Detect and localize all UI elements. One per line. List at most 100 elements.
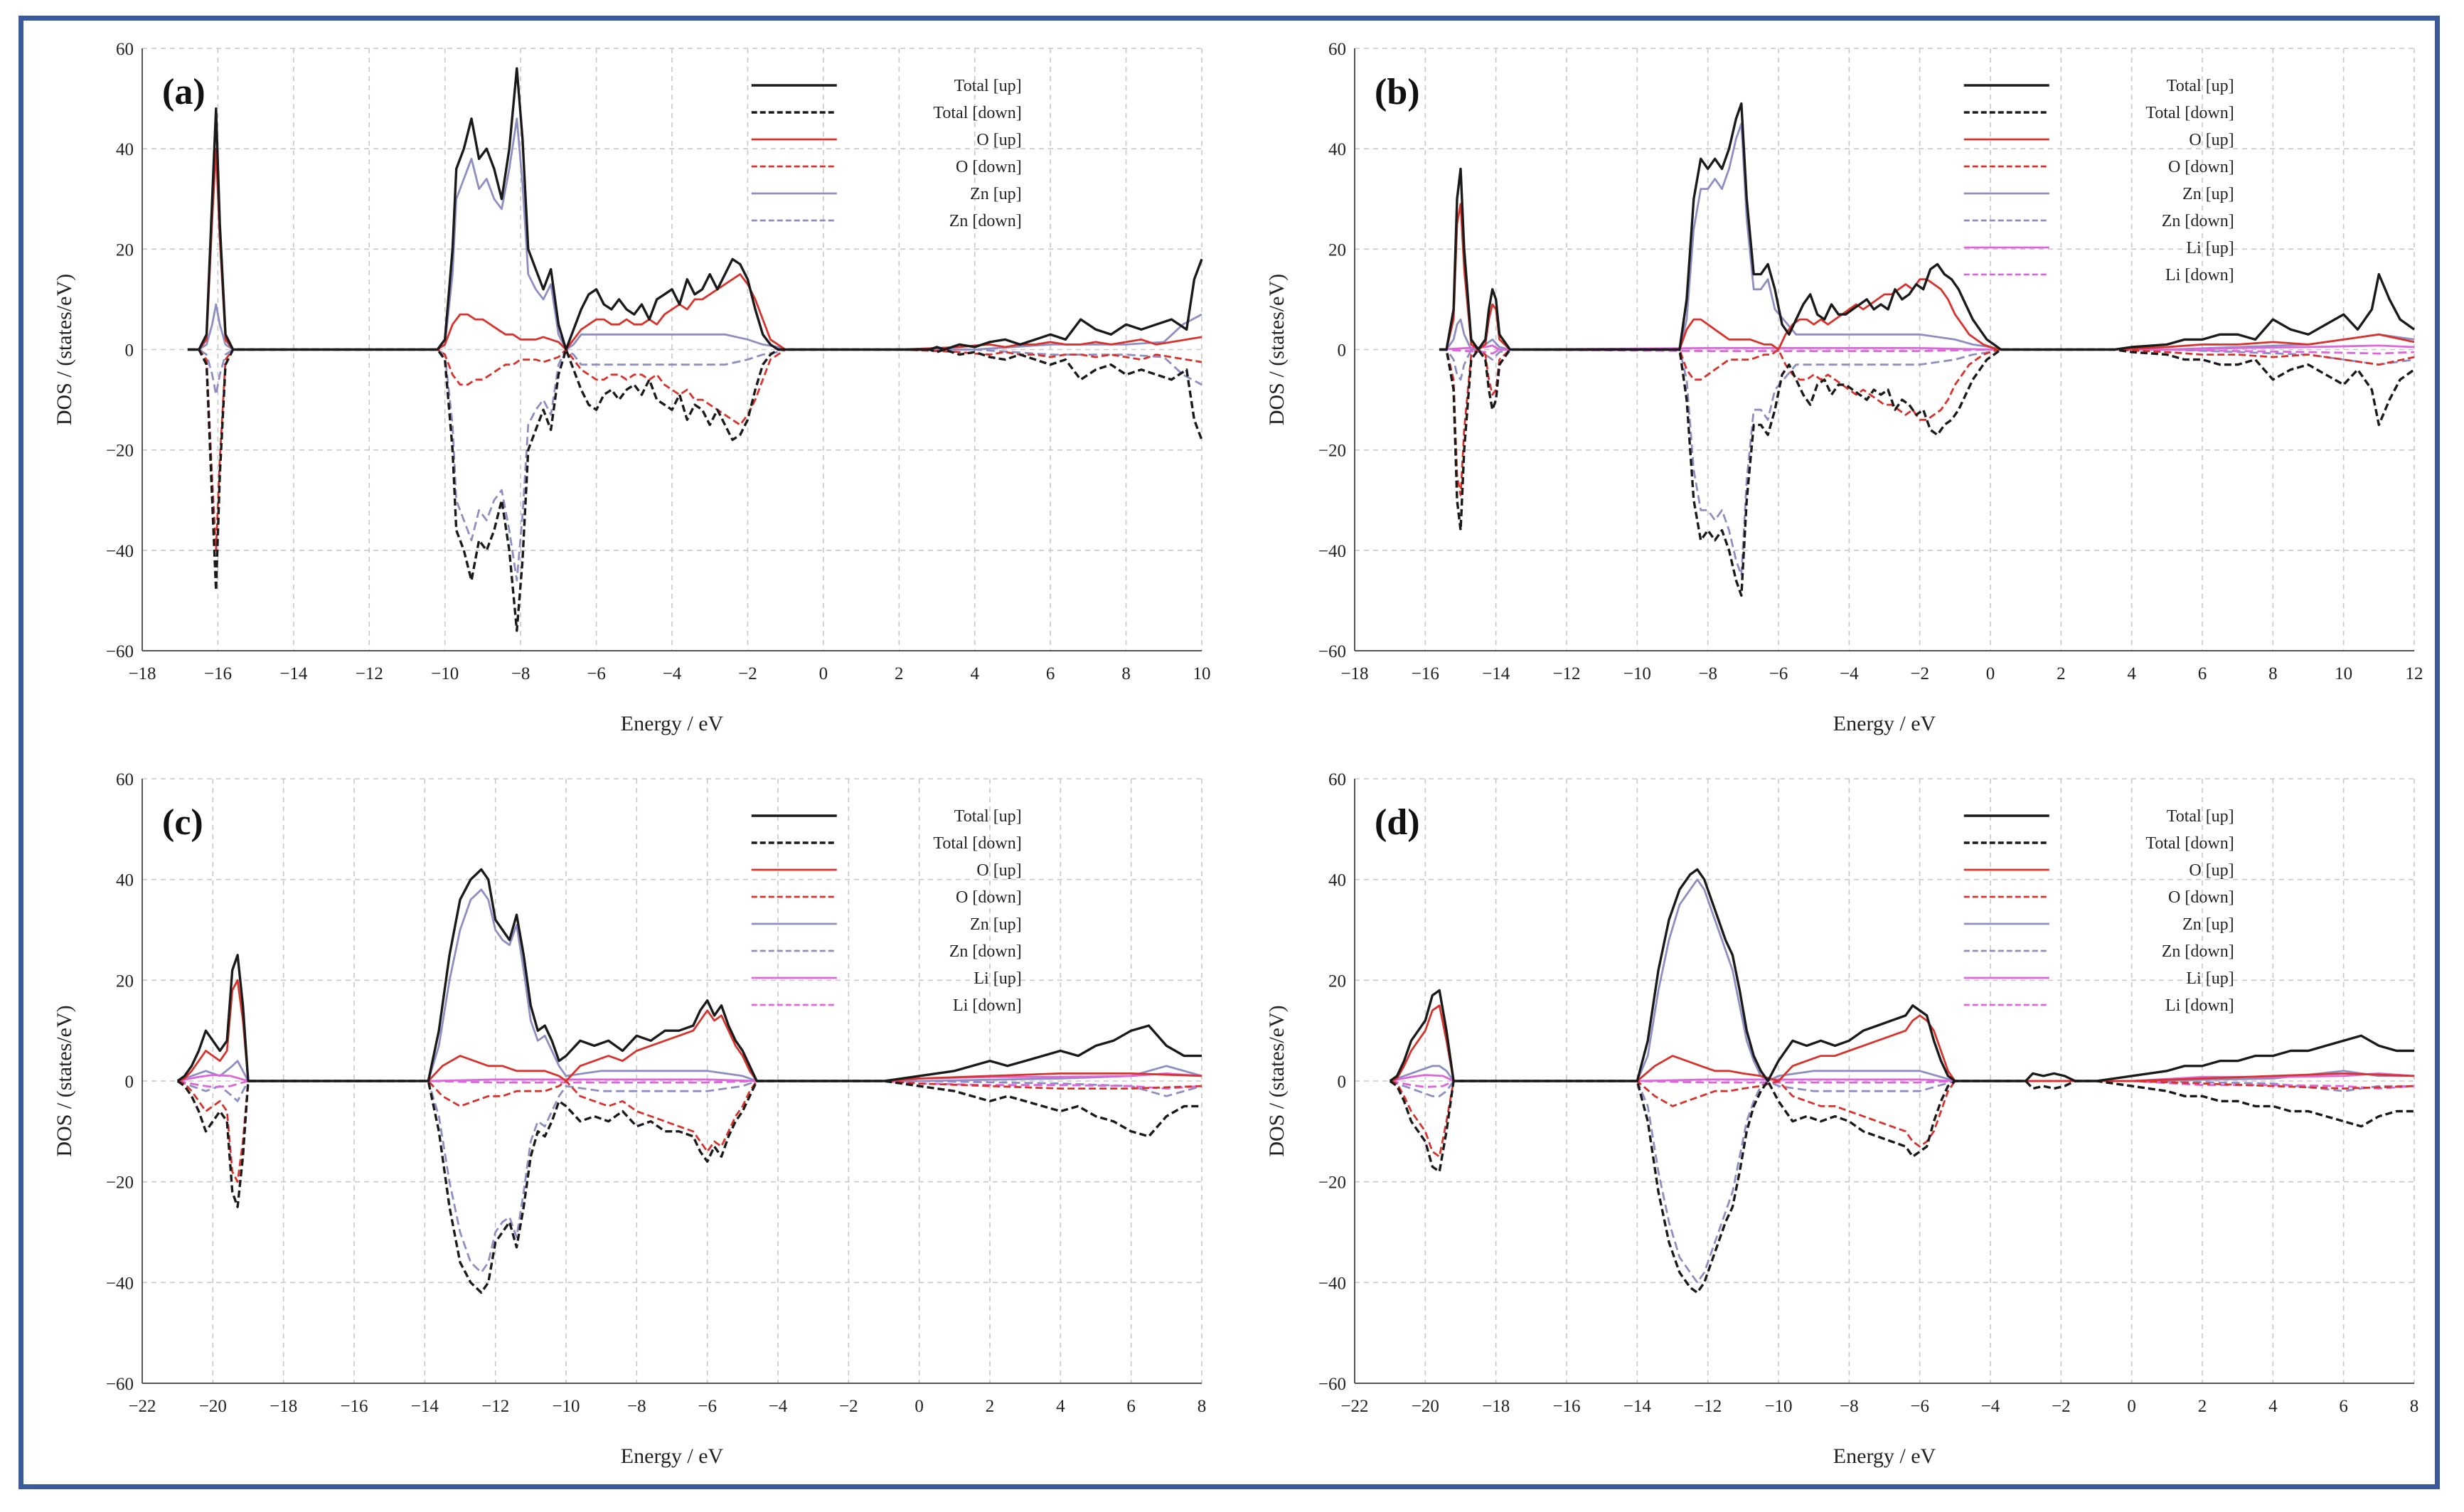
- y-tick-label: −20: [1318, 442, 1346, 461]
- y-tick-label: 40: [116, 871, 134, 890]
- x-tick-label: −2: [839, 1397, 858, 1416]
- zn-up-line: [187, 117, 1202, 351]
- x-tick-label: −14: [1482, 664, 1510, 683]
- x-tick-label: 2: [2057, 664, 2066, 683]
- x-tick-label: −10: [1623, 664, 1651, 683]
- x-tick-label: 10: [1193, 664, 1211, 683]
- x-tick-label: 6: [2198, 664, 2207, 683]
- o-up-line: [1390, 1004, 2415, 1082]
- legend-label: Total [down]: [933, 834, 1021, 853]
- x-tick-label: −10: [1764, 1397, 1792, 1416]
- y-tick-label: −60: [1318, 642, 1346, 661]
- x-tick-label: 2: [895, 664, 904, 683]
- o-up-line: [187, 147, 1202, 351]
- legend-label: Li [down]: [2165, 996, 2234, 1015]
- zn-down-line: [187, 348, 1202, 582]
- x-tick-label: −10: [431, 664, 459, 683]
- y-tick-label: 60: [1328, 40, 1346, 59]
- panel-d: −22 −20 −18 −16 −14 −12 −10 −8 −6 −4 −2 0 2 4 6 8−60−40…: [1265, 770, 2418, 1468]
- x-tick-label: −10: [552, 1397, 580, 1416]
- y-tick-label: −60: [106, 1375, 134, 1394]
- x-tick-label: −20: [199, 1397, 227, 1416]
- li-up-line: [177, 1072, 1202, 1082]
- x-tick-label: 4: [970, 664, 979, 683]
- legend-label: O [up]: [976, 861, 1021, 880]
- x-tick-label: −16: [1412, 664, 1439, 683]
- o-up-line: [177, 979, 1202, 1082]
- x-axis-title: Energy / eV: [621, 1444, 724, 1468]
- x-tick-label: 8: [2268, 664, 2278, 683]
- o-down-line: [177, 1080, 1202, 1183]
- legend-label: O [up]: [2189, 861, 2234, 880]
- legend-label: O [up]: [976, 131, 1021, 149]
- o-down-line: [187, 348, 1202, 552]
- y-axis-title: DOS / (states/eV): [53, 1005, 76, 1156]
- x-tick-label: 8: [1198, 1397, 1207, 1416]
- x-axis-title: Energy / eV: [1833, 1444, 1936, 1468]
- x-tick-label: −2: [2052, 1397, 2071, 1416]
- panel-c: −22 −20 −18 −16 −14 −12 −10 −8 −6 −4 −2 0 2 4 6 8−60−40…: [53, 770, 1206, 1468]
- x-axis-title: Energy / eV: [621, 712, 724, 735]
- x-tick-label: −14: [279, 664, 308, 683]
- y-tick-label: 20: [1328, 971, 1346, 991]
- x-tick-label: −12: [1694, 1397, 1722, 1416]
- x-tick-label: 12: [2406, 664, 2423, 683]
- y-tick-label: 20: [116, 240, 134, 260]
- legend-label: Li [up]: [2186, 239, 2234, 257]
- total-up-line: [1439, 102, 2415, 351]
- x-tick-label: −12: [1552, 664, 1580, 683]
- legend: Total [up] Total [down] O [up] O [down] Zn […: [751, 807, 1022, 1015]
- x-tick-label: −18: [1340, 664, 1368, 683]
- y-tick-label: −40: [1318, 542, 1346, 561]
- x-tick-label: −8: [627, 1397, 646, 1416]
- x-tick-label: −16: [1552, 1397, 1580, 1416]
- y-tick-label: 60: [116, 770, 134, 789]
- x-tick-label: 8: [1121, 664, 1131, 683]
- y-tick-label: 0: [1338, 341, 1347, 361]
- x-tick-label: −6: [587, 664, 606, 683]
- legend-label: O [up]: [2189, 131, 2234, 149]
- x-tick-label: −12: [481, 1397, 509, 1416]
- legend-label: Zn [up]: [2182, 915, 2234, 934]
- x-tick-label: 2: [2198, 1397, 2207, 1416]
- legend-label: Zn [down]: [949, 942, 1022, 961]
- legend-label: Zn [up]: [2182, 185, 2234, 203]
- zn-up-line: [1439, 122, 2415, 351]
- x-tick-label: 0: [1986, 664, 1995, 683]
- li-up-line: [1439, 344, 2415, 351]
- zn-down-line: [1390, 1080, 2414, 1284]
- legend: Total [up] Total [down] O [up] O [down] Zn […: [751, 77, 1022, 230]
- y-tick-label: 0: [1338, 1072, 1347, 1092]
- total-down-line: [1439, 348, 2415, 597]
- y-tick-label: 40: [1328, 140, 1346, 159]
- x-tick-label: −22: [128, 1397, 156, 1416]
- panel-label: (c): [162, 802, 203, 843]
- legend-label: Li [up]: [974, 969, 1021, 988]
- y-tick-label: −20: [106, 1173, 134, 1193]
- legend-label: Total [up]: [954, 807, 1022, 826]
- y-axis-title: DOS / (states/eV): [53, 274, 76, 425]
- o-down-line: [1390, 1080, 2415, 1158]
- legend-label: Li [down]: [953, 996, 1022, 1015]
- x-tick-label: −14: [1623, 1397, 1652, 1416]
- x-tick-label: −6: [1910, 1397, 1929, 1416]
- li-up-line: [1390, 1072, 2415, 1082]
- legend-label: Zn [down]: [2162, 942, 2234, 961]
- x-tick-label: 6: [1046, 664, 1055, 683]
- y-tick-label: −60: [1318, 1375, 1346, 1394]
- x-tick-label: −18: [128, 664, 156, 683]
- legend-label: O [down]: [2168, 888, 2234, 907]
- x-tick-label: −4: [1840, 664, 1859, 683]
- zn-down-line: [1439, 348, 2415, 577]
- legend: Total [up] Total [down] O [up] O [down] Zn […: [1963, 807, 2234, 1015]
- panel-label: (a): [162, 72, 206, 112]
- x-tick-label: −4: [769, 1397, 788, 1416]
- x-tick-label: 6: [2339, 1397, 2348, 1416]
- total-up-line: [1389, 868, 2414, 1082]
- zn-up-line: [177, 888, 1202, 1082]
- x-tick-label: 4: [1056, 1397, 1065, 1416]
- x-tick-label: −4: [1981, 1397, 2000, 1416]
- y-tick-label: 60: [1328, 770, 1346, 789]
- x-tick-label: −8: [1698, 664, 1717, 683]
